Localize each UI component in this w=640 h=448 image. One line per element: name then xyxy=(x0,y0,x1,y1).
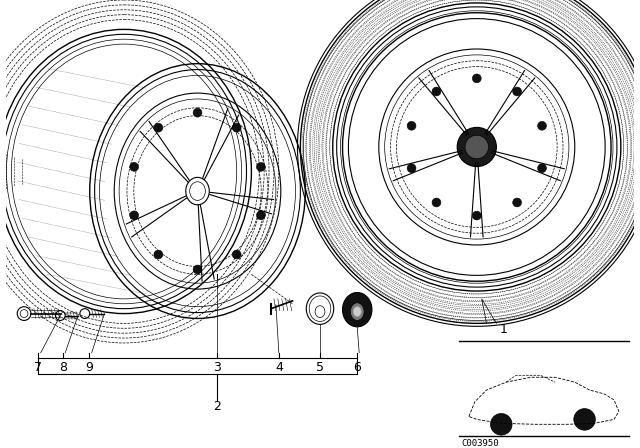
Circle shape xyxy=(154,123,163,132)
Text: 5: 5 xyxy=(316,361,324,374)
Circle shape xyxy=(472,211,481,220)
Circle shape xyxy=(432,198,441,207)
Text: 4: 4 xyxy=(275,361,283,374)
Ellipse shape xyxy=(350,303,364,320)
Circle shape xyxy=(457,127,497,167)
Circle shape xyxy=(513,87,522,96)
Circle shape xyxy=(538,121,547,130)
Circle shape xyxy=(257,211,266,220)
Ellipse shape xyxy=(353,307,361,316)
Circle shape xyxy=(407,121,416,130)
Circle shape xyxy=(193,108,202,117)
Circle shape xyxy=(538,164,547,172)
Text: 2: 2 xyxy=(213,400,221,413)
Circle shape xyxy=(130,211,138,220)
Text: 8: 8 xyxy=(60,361,67,374)
Circle shape xyxy=(130,163,138,171)
Circle shape xyxy=(574,409,595,430)
Circle shape xyxy=(490,414,512,435)
Circle shape xyxy=(232,123,241,132)
Circle shape xyxy=(472,74,481,83)
Circle shape xyxy=(154,250,163,259)
Circle shape xyxy=(232,250,241,259)
Circle shape xyxy=(193,265,202,274)
Text: 7: 7 xyxy=(34,361,42,374)
Ellipse shape xyxy=(342,293,372,327)
Text: C003950: C003950 xyxy=(461,439,499,448)
Circle shape xyxy=(407,164,416,172)
Text: 1: 1 xyxy=(499,323,507,336)
Circle shape xyxy=(257,163,266,171)
Circle shape xyxy=(432,87,441,96)
Text: 6: 6 xyxy=(353,361,361,374)
Text: 9: 9 xyxy=(85,361,93,374)
Text: 3: 3 xyxy=(213,361,221,374)
Circle shape xyxy=(465,135,488,159)
Circle shape xyxy=(513,198,522,207)
